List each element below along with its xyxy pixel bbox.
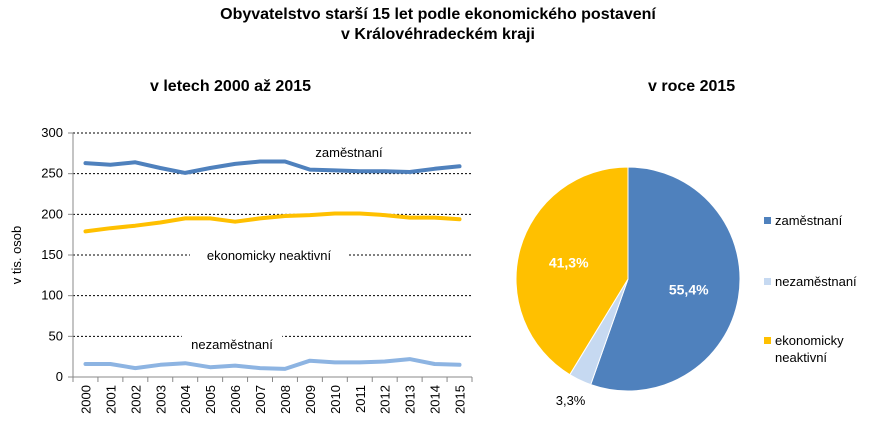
chart-title-line2: v Královéhradeckém kraji — [341, 26, 535, 43]
pie-legend: zaměstnaní nezaměstnaní ekonomicky neaktivn… — [764, 213, 857, 365]
x-tick-label: 2007 — [253, 385, 268, 414]
x-tick-label: 2011 — [353, 385, 368, 413]
x-tick-label: 2014 — [428, 385, 443, 414]
x-tick-label: 2001 — [103, 385, 118, 414]
x-tick-label: 2004 — [178, 385, 193, 414]
legend-label: zaměstnaní — [775, 213, 843, 228]
y-tick-label: 250 — [41, 166, 63, 181]
series-label-bg — [306, 142, 392, 162]
legend-label: ekonomicky — [775, 333, 844, 348]
series-line-2 — [83, 357, 462, 371]
series-label: nezaměstnaní — [191, 337, 273, 352]
series-label: zaměstnaní — [315, 145, 383, 160]
pie-slice-label: 41,3% — [549, 254, 589, 270]
pie-slice-2 — [515, 166, 629, 376]
y-tick-label: 100 — [41, 288, 63, 303]
legend-label: neaktivní — [775, 350, 827, 365]
pie-chart-subtitle: v roce 2015 — [648, 78, 736, 95]
pie-chart: 55,4% 3,3% 41,3% — [515, 166, 741, 408]
x-tick-label: 2009 — [303, 385, 318, 414]
pie-slice-label: 3,3% — [556, 393, 586, 408]
chart-title: Obyvatelstvo starší 15 let podle ekonomi… — [0, 5, 876, 45]
legend-swatch — [764, 217, 771, 224]
series-line-1 — [83, 211, 462, 234]
x-tick-label: 2005 — [203, 385, 218, 414]
line-chart: 0 50 100 150 200 250 300 2000 2001 2002 2003 2004 20… — [9, 125, 473, 414]
legend-swatch — [764, 278, 771, 285]
legend-swatch — [764, 337, 771, 344]
x-tick-label: 2006 — [228, 385, 243, 414]
legend-label: nezaměstnaní — [775, 274, 857, 289]
x-tick-label: 2013 — [403, 385, 418, 414]
series-label: ekonomicky neaktivní — [207, 248, 332, 263]
x-tick-label: 2008 — [278, 385, 293, 414]
x-tick-label: 2003 — [153, 385, 168, 414]
y-tick-label: 50 — [49, 328, 63, 343]
y-tick-label: 150 — [41, 247, 63, 262]
x-tick-label: 2015 — [453, 385, 468, 414]
x-tick-label: 2002 — [128, 385, 143, 414]
x-tick-label: 2010 — [328, 385, 343, 414]
series-label-bg — [190, 245, 348, 265]
line-chart-subtitle: v letech 2000 až 2015 — [150, 78, 312, 95]
x-tick-label: 2000 — [78, 385, 93, 414]
y-tick-label: 200 — [41, 206, 63, 221]
series-label-bg — [181, 334, 283, 354]
x-tick-label: 2012 — [378, 385, 393, 414]
chart-title-line1: Obyvatelstvo starší 15 let podle ekonomi… — [220, 6, 656, 23]
y-tick-label: 0 — [56, 369, 63, 384]
series-line-0 — [83, 159, 462, 175]
pie-slice-label: 55,4% — [669, 281, 709, 297]
y-axis-label: v tis. osob — [9, 226, 24, 285]
y-tick-label: 300 — [41, 125, 63, 140]
